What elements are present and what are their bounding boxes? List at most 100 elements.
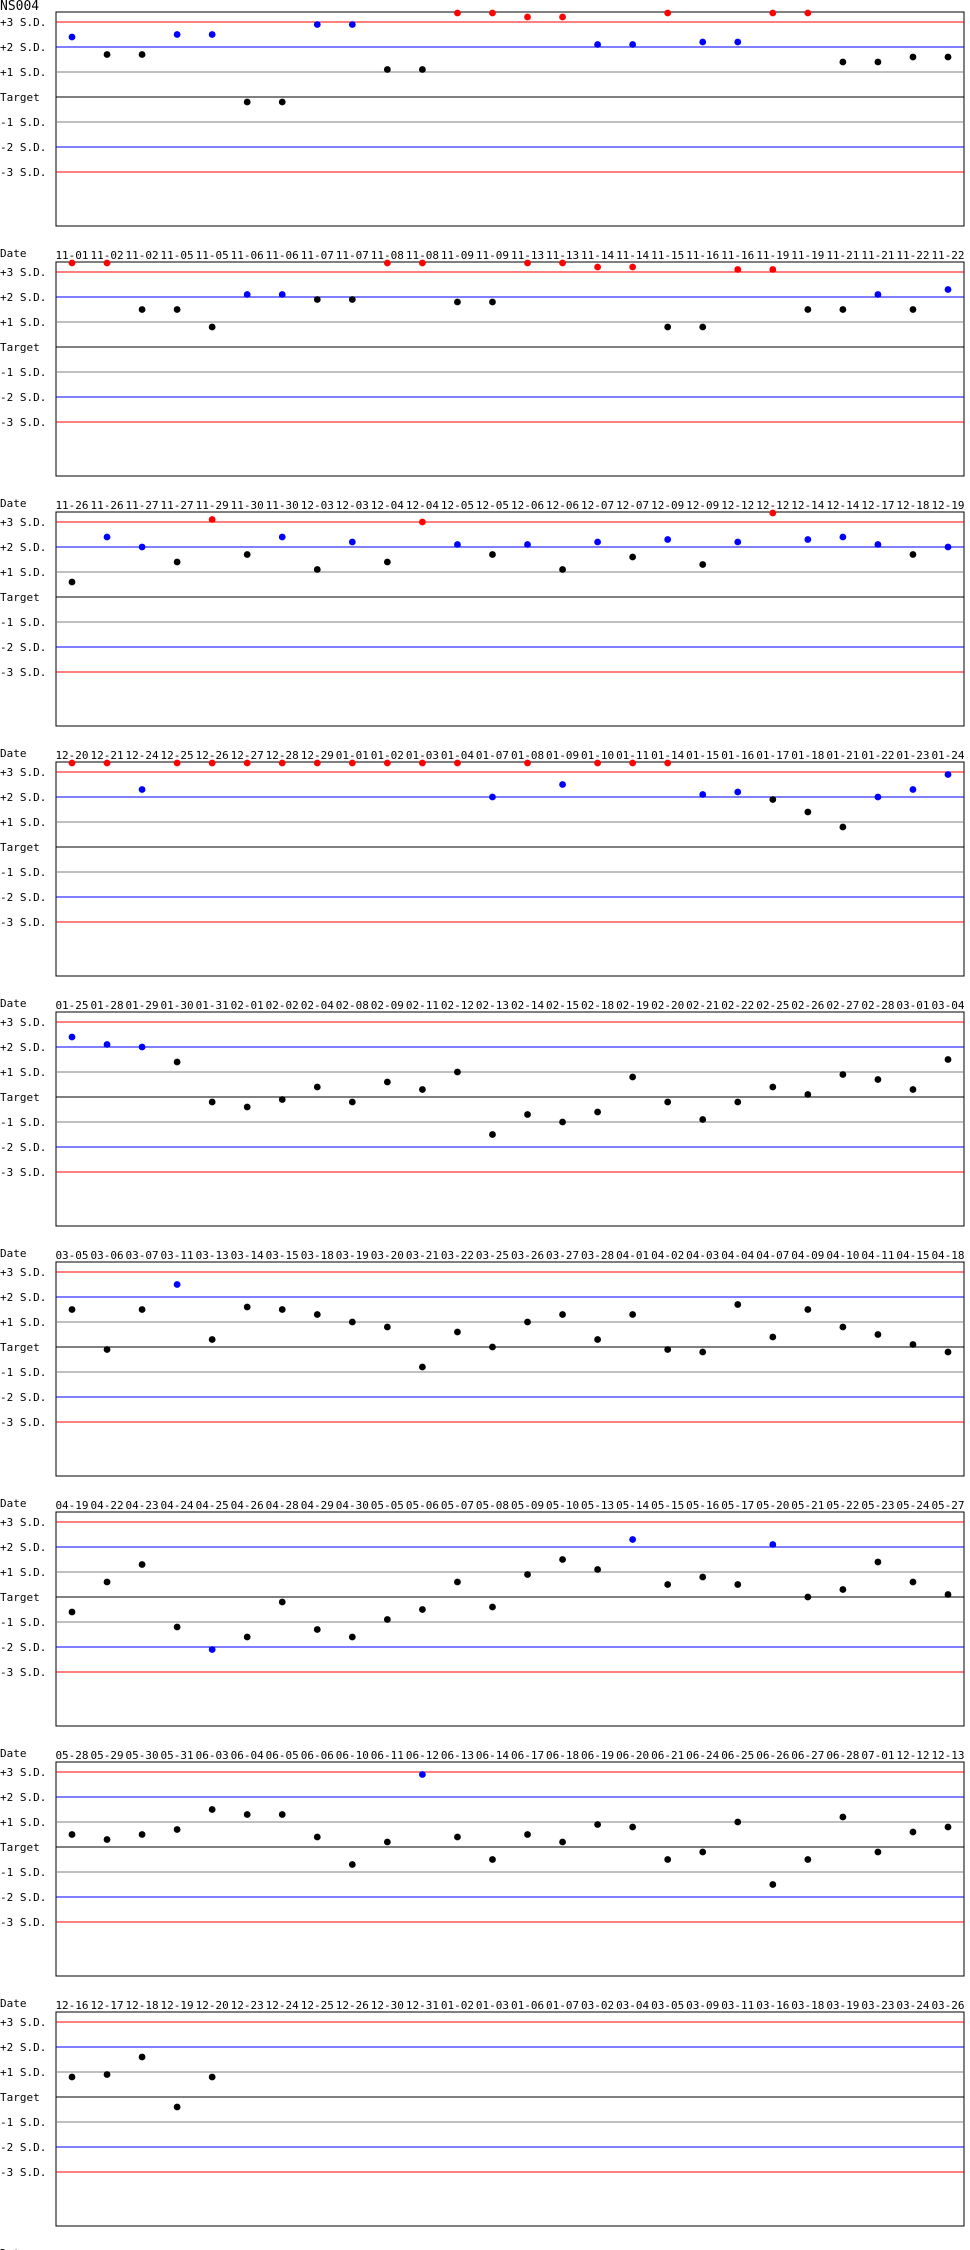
level-label-0-3: Target: [0, 91, 40, 104]
x-tick-label-3-5: 02-01: [231, 999, 264, 1012]
data-point-2-14: [559, 566, 566, 573]
data-point-4-7: [313, 1083, 321, 1091]
data-point-0-0: [68, 33, 76, 41]
data-point-6-16: [629, 1536, 637, 1543]
x-tick-label-3-8: 02-08: [336, 999, 369, 1012]
data-point-2-20: [769, 509, 777, 517]
data-point-5-2: [138, 1306, 146, 1313]
x-tick-label-0-18: 11-16: [686, 249, 719, 262]
data-point-6-2: [138, 1561, 146, 1568]
data-point-1-22: [839, 306, 847, 313]
x-tick-label-1-13: 12-06: [511, 499, 544, 512]
x-tick-label-4-23: 04-11: [861, 1249, 894, 1262]
data-point-0-4: [208, 31, 216, 38]
x-tick-label-5-12: 05-08: [476, 1499, 509, 1512]
x-tick-label-3-11: 02-12: [441, 999, 474, 1012]
data-point-0-6: [278, 98, 286, 106]
x-tick-label-7-10: 12-31: [406, 1999, 439, 2012]
data-point-7-13: [524, 1831, 531, 1838]
data-point-1-14: [559, 259, 566, 267]
data-point-1-8: [348, 296, 356, 303]
data-point-7-23: [874, 1848, 882, 1856]
date-label-0: Date: [0, 247, 27, 260]
plot-frame-0: [55, 11, 965, 227]
x-tick-label-5-2: 04-23: [126, 1499, 159, 1512]
x-tick-label-1-5: 11-30: [231, 499, 264, 512]
x-tick-label-0-10: 11-08: [406, 249, 439, 262]
level-label-2-1: +2 S.D.: [0, 541, 46, 554]
data-point-0-10: [419, 66, 426, 73]
x-tick-label-1-11: 12-05: [441, 499, 474, 512]
data-point-2-21: [804, 536, 812, 543]
data-point-0-9: [383, 66, 391, 73]
level-label-4-4: -1 S.D.: [0, 1116, 46, 1129]
data-point-1-18: [699, 323, 707, 331]
data-point-4-17: [664, 1098, 672, 1106]
data-point-6-8: [348, 1633, 356, 1641]
x-tick-label-4-10: 03-21: [406, 1249, 439, 1262]
x-tick-label-5-5: 04-26: [231, 1499, 264, 1512]
x-tick-label-6-22: 06-28: [826, 1749, 859, 1762]
x-tick-label-0-4: 11-05: [196, 249, 229, 262]
x-tick-label-7-6: 12-24: [266, 1999, 299, 2012]
x-tick-label-1-18: 12-09: [686, 499, 719, 512]
x-tick-label-5-20: 05-20: [756, 1499, 789, 1512]
x-tick-label-3-3: 01-30: [161, 999, 194, 1012]
x-tick-label-6-21: 06-27: [791, 1749, 824, 1762]
data-point-3-17: [664, 759, 672, 767]
level-label-6-6: -3 S.D.: [0, 1666, 46, 1679]
x-tick-label-1-19: 12-12: [721, 499, 754, 512]
data-point-4-13: [524, 1111, 531, 1118]
data-point-3-8: [348, 759, 356, 767]
data-point-4-10: [419, 1086, 426, 1093]
data-point-1-20: [769, 266, 777, 273]
x-tick-label-5-15: 05-13: [581, 1499, 614, 1512]
data-point-4-8: [348, 1098, 356, 1106]
level-label-8-4: -1 S.D.: [0, 2116, 46, 2129]
data-point-1-25: [944, 286, 952, 293]
x-tick-label-6-8: 06-10: [336, 1749, 369, 1762]
x-tick-label-3-2: 01-29: [126, 999, 159, 1012]
date-label-1: Date: [0, 497, 27, 510]
x-tick-label-5-18: 05-16: [686, 1499, 719, 1512]
x-tick-label-5-17: 05-15: [651, 1499, 684, 1512]
x-tick-label-5-13: 05-09: [511, 1499, 544, 1512]
x-tick-label-1-12: 12-05: [476, 499, 509, 512]
data-point-6-14: [559, 1556, 566, 1563]
x-tick-label-0-2: 11-02: [126, 249, 159, 262]
data-point-7-21: [804, 1856, 812, 1863]
level-label-8-2: +1 S.D.: [0, 2066, 46, 2079]
data-point-1-12: [489, 298, 496, 306]
x-tick-label-2-4: 12-26: [196, 749, 229, 762]
data-point-2-11: [454, 541, 461, 548]
x-tick-label-7-19: 03-11: [721, 1999, 754, 2012]
x-tick-label-4-9: 03-20: [371, 1249, 404, 1262]
data-point-7-25: [944, 1823, 952, 1831]
data-point-5-7: [313, 1311, 321, 1318]
x-tick-label-4-2: 03-07: [126, 1249, 159, 1262]
x-tick-label-0-7: 11-07: [301, 249, 334, 262]
data-point-0-13: [524, 13, 531, 21]
data-point-1-11: [454, 298, 461, 306]
data-point-4-9: [383, 1078, 391, 1086]
data-point-7-7: [313, 1833, 321, 1841]
x-tick-label-7-7: 12-25: [301, 1999, 334, 2012]
x-tick-label-0-13: 11-13: [511, 249, 544, 262]
x-tick-label-3-13: 02-14: [511, 999, 544, 1012]
level-label-7-2: +1 S.D.: [0, 1816, 46, 1829]
level-label-0-0: +3 S.D.: [0, 16, 46, 29]
data-point-5-22: [839, 1323, 847, 1331]
level-label-7-0: +3 S.D.: [0, 1766, 46, 1779]
data-point-3-2: [138, 786, 146, 793]
level-label-6-1: +2 S.D.: [0, 1541, 46, 1554]
level-label-1-5: -2 S.D.: [0, 391, 46, 404]
data-point-3-23: [874, 793, 882, 801]
data-point-6-17: [664, 1581, 672, 1588]
data-point-7-18: [699, 1848, 707, 1856]
x-tick-label-2-19: 01-16: [721, 749, 754, 762]
data-point-5-10: [419, 1363, 426, 1371]
level-label-8-3: Target: [0, 2091, 40, 2104]
x-tick-label-4-11: 03-22: [441, 1249, 474, 1262]
level-label-1-0: +3 S.D.: [0, 266, 46, 279]
